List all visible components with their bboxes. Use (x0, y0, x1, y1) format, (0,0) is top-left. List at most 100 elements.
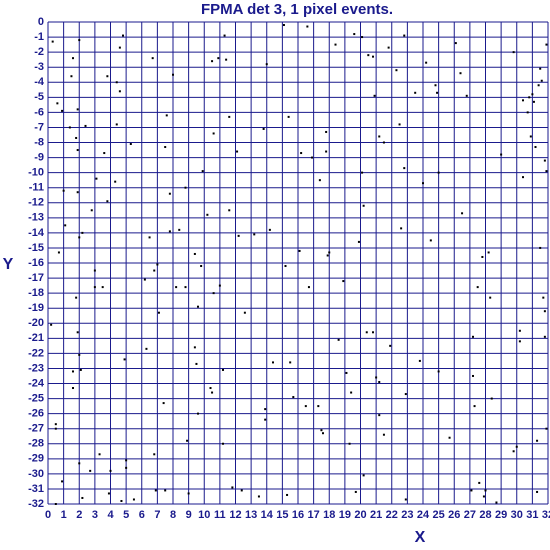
point (129, 143, 132, 146)
x-tick-label: 12 (229, 509, 241, 521)
point (223, 34, 226, 37)
y-tick-label: -29 (28, 453, 44, 465)
point (531, 93, 534, 96)
point (404, 498, 407, 501)
point (434, 84, 437, 87)
y-tick-label: -14 (28, 227, 45, 239)
point (512, 51, 515, 54)
point (123, 358, 126, 361)
point (68, 126, 71, 129)
point (125, 459, 128, 462)
point (56, 102, 59, 105)
point (197, 305, 199, 308)
point (156, 263, 159, 266)
point (115, 123, 118, 126)
y-tick-label: -26 (28, 408, 44, 420)
point (115, 81, 118, 84)
point (304, 405, 307, 408)
point (372, 55, 374, 58)
point (240, 489, 243, 492)
x-tick-label: 28 (479, 509, 491, 521)
point (265, 63, 268, 66)
point (350, 391, 353, 394)
point (262, 127, 265, 130)
x-tick-label: 29 (495, 509, 507, 521)
point (532, 100, 535, 103)
point (95, 177, 98, 180)
x-tick-label: 1 (61, 509, 67, 521)
point (348, 442, 351, 445)
point (268, 228, 271, 231)
point (54, 503, 57, 505)
point (528, 96, 531, 99)
point (489, 296, 492, 299)
point (153, 453, 156, 456)
point (378, 380, 381, 383)
point (298, 249, 301, 252)
point (72, 387, 74, 390)
point (175, 286, 178, 289)
point (289, 361, 292, 364)
point (212, 132, 215, 135)
y-tick-label: -22 (28, 347, 44, 359)
y-tick-label: -1 (34, 31, 44, 43)
point (151, 57, 154, 60)
point (300, 152, 303, 155)
point (395, 69, 398, 72)
x-tick-label: 24 (417, 509, 430, 521)
x-tick-label: 20 (354, 509, 366, 521)
point (545, 170, 548, 173)
point (200, 265, 203, 268)
point (211, 391, 214, 394)
point (537, 84, 540, 87)
x-tick-label: 19 (339, 509, 351, 521)
x-axis-label: X (415, 529, 426, 546)
point (184, 186, 187, 189)
point (318, 179, 321, 182)
point (322, 432, 324, 435)
point (490, 397, 493, 400)
point (403, 167, 406, 170)
point (81, 496, 84, 499)
point (89, 469, 92, 472)
point (515, 445, 518, 448)
point (93, 269, 96, 272)
point (54, 427, 57, 430)
point (465, 94, 468, 97)
point (61, 109, 64, 112)
x-tick-label: 32 (542, 509, 550, 521)
point (325, 150, 328, 153)
point (231, 486, 234, 489)
point (168, 192, 171, 195)
point (425, 61, 428, 64)
point (470, 489, 473, 492)
point (459, 72, 462, 75)
point (225, 58, 228, 61)
point (418, 359, 421, 362)
y-tick-label: -18 (28, 287, 44, 299)
point (536, 490, 539, 493)
point (222, 368, 224, 371)
x-tick-label: 5 (123, 509, 129, 521)
x-tick-label: 13 (245, 509, 257, 521)
point (178, 228, 181, 231)
point (292, 396, 295, 399)
point (437, 370, 440, 373)
x-tick-label: 21 (370, 509, 382, 521)
point (64, 224, 67, 227)
point (448, 436, 451, 439)
point (286, 493, 289, 496)
point (70, 75, 73, 78)
x-tick-label: 31 (526, 509, 538, 521)
point (172, 73, 174, 76)
point (75, 296, 78, 299)
point (522, 99, 524, 102)
point (311, 156, 314, 159)
point (107, 492, 110, 495)
point (272, 361, 274, 364)
point (62, 189, 65, 192)
point (414, 91, 417, 94)
point (372, 331, 374, 334)
point (345, 371, 348, 374)
point (237, 234, 240, 237)
